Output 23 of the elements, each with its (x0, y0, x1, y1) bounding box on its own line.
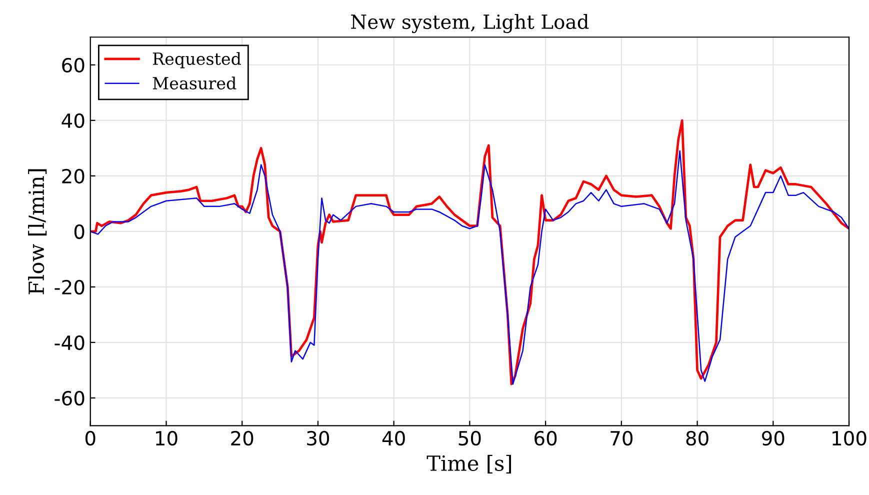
x-tick-label: 0 (85, 430, 96, 446)
x-tick-label: 10 (156, 430, 178, 446)
x-tick-label: 50 (458, 430, 481, 446)
x-tick-label: 90 (762, 430, 784, 446)
x-tick-label: 30 (307, 430, 330, 446)
x-axis-title: Time [s] (426, 454, 512, 474)
y-tick-label: 40 (62, 113, 84, 128)
x-tick-label: 40 (382, 430, 405, 446)
legend-label: Requested (152, 52, 242, 68)
x-tick-label: 70 (610, 430, 632, 446)
y-tick-label: 0 (74, 224, 84, 240)
y-tick-label: 60 (62, 58, 84, 73)
legend-label: Measured (152, 76, 236, 90)
x-tick-label: 20 (231, 430, 254, 446)
x-tick-label: 100 (832, 430, 866, 446)
y-tick-label: -20 (54, 280, 84, 295)
chart-title: New system, Light Load (351, 14, 589, 34)
x-tick-label: 60 (534, 430, 557, 446)
y-axis-title: Flow [l/min] (28, 169, 47, 294)
y-tick-label: -60 (54, 390, 84, 406)
y-tick-label: -40 (54, 335, 84, 350)
y-tick-label: 20 (62, 168, 84, 184)
x-tick-label: 80 (686, 430, 708, 446)
